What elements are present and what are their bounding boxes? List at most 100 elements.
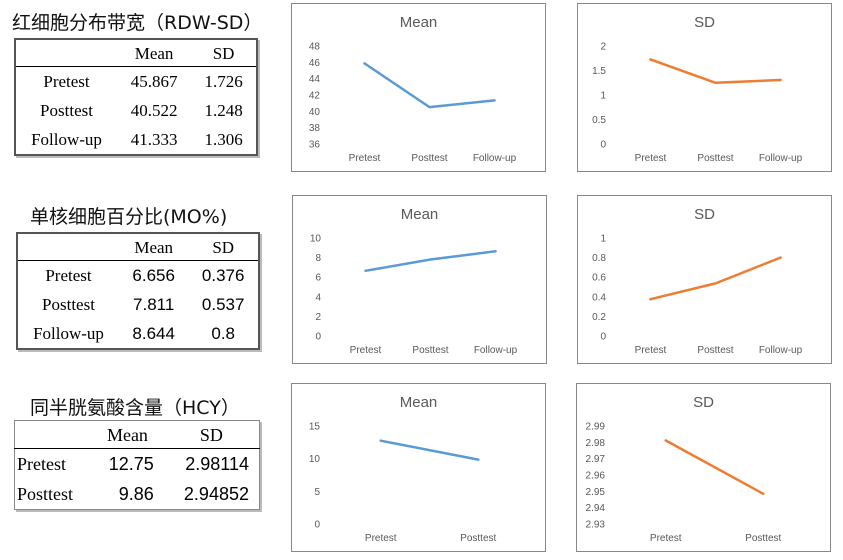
mean-value: 8.644 [132,324,175,343]
table-header-cell: Mean [117,39,192,67]
sd-value: 2.98114 [185,454,249,474]
chart-svg: SD 2.93 2.94 2.95 2.96 2.97 2.98 2.99 Pretest Pos… [586,394,782,544]
x-tick-label: Pretest [650,533,682,544]
series-line [649,58,782,85]
table-header-cell: SD [163,420,260,449]
table-row: Follow-up 8.644 0.8 [17,319,259,349]
y-tick-label: 0 [600,140,606,151]
chart-svg: Mean 36 38 40 42 44 46 48 Pretest Posttest Follow-… [309,14,517,164]
x-tick-label: Posttest [460,533,496,544]
data-point [664,439,667,442]
table-header-row: Mean SD [17,233,259,261]
sd-value: 0.537 [201,295,245,314]
mean-value: 6.656 [132,266,175,285]
y-tick-label: 40 [309,107,321,118]
mean-value: 40.522 [130,101,178,120]
table-header-cell [17,233,119,261]
data-point [779,256,782,259]
series-line [664,439,765,496]
table-row: Follow-up 41.333 1.306 [15,125,257,155]
x-tick-label: Follow-up [759,345,803,356]
y-tick-label: 1 [600,234,606,245]
data-point [494,250,497,253]
row-label: Posttest [40,101,93,120]
x-tick-label: Pretest [349,153,381,164]
mean-value: 45.867 [130,72,178,91]
table-header-cell: SD [188,233,259,261]
y-tick-label: 2.94 [586,503,606,514]
table-header-row: Mean SD [14,420,260,449]
y-tick-label: 44 [309,74,321,85]
y-tick-label: 10 [310,234,322,245]
chart-title: SD [693,394,714,411]
chart-title: Mean [401,206,439,223]
x-tick-label: Pretest [365,533,397,544]
x-tick-label: Follow-up [759,153,803,164]
y-tick-label: 2.99 [586,422,606,433]
data-point [363,62,366,65]
chart-title: SD [694,206,715,223]
mo-mean-chart: Mean 0 2 4 6 8 10 Pretest Posttest Follow-up [292,195,547,364]
mean-value: 9.86 [118,484,154,504]
table-header-cell: Mean [118,233,189,261]
row-label: Pretest [17,454,66,474]
data-point [649,297,652,301]
y-tick-label: 2.93 [586,520,606,531]
sd-value: 2.94852 [183,484,249,504]
x-tick-label: Follow-up [473,153,517,164]
row-label: Posttest [17,484,74,504]
mo-sd-chart: SD 0 0.2 0.4 0.6 0.8 1 Pretest Posttest Follow-up [577,195,832,364]
data-point [477,458,480,461]
sd-value: 1.306 [204,130,243,149]
y-tick-label: 0.2 [592,312,606,323]
y-tick-label: 5 [314,487,320,498]
rdw-sd-chart: SD 0 0.5 1 1.5 2 Pretest Posttest Follow-up [577,3,832,172]
mean-value: 41.333 [130,130,178,149]
y-tick-label: 1.5 [592,66,606,77]
hcy-table: Mean SD Pretest 12.75 2.98114 Posttest 9… [14,420,260,510]
x-tick-label: Posttest [412,345,448,356]
y-tick-label: 10 [309,454,321,465]
table-row: Pretest 12.75 2.98114 [15,449,260,480]
y-tick-label: 48 [309,42,321,53]
table-row: Posttest 7.811 0.537 [17,290,259,319]
mo-percent-heading: 单核细胞百分比(MO%) [30,206,228,228]
y-tick-label: 0.4 [592,292,606,303]
table-row: Pretest 45.867 1.726 [15,67,257,97]
table-row: Posttest 40.522 1.248 [15,96,257,125]
table-header-cell [15,39,118,67]
hcy-mean-chart: Mean 0 5 10 15 Pretest Posttest [291,383,546,552]
y-tick-label: 0 [314,520,320,531]
chart-title: Mean [400,14,438,31]
hcy-heading: 同半胱氨酸含量（HCY） [30,397,240,419]
y-tick-label: 0.5 [592,115,606,126]
y-tick-label: 6 [315,273,321,284]
y-tick-label: 0.6 [592,273,606,284]
table-header-cell: Mean [91,420,164,449]
x-tick-label: Posttest [745,533,781,544]
series-line [649,256,782,301]
y-tick-label: 38 [309,123,321,134]
chart-svg: SD 0 0.2 0.4 0.6 0.8 1 Pretest Posttest Follow-up [592,206,803,356]
sd-value: 0.376 [201,266,245,285]
series-line [363,62,496,109]
row-label: Pretest [43,72,90,91]
table-header-cell: SD [191,39,257,67]
data-point [493,99,496,102]
row-label: Posttest [42,295,95,314]
y-tick-label: 2 [315,312,321,323]
data-point [379,439,382,442]
chart-title: SD [694,14,715,31]
data-point [714,81,717,85]
table-header-row: Mean SD [15,39,257,67]
y-tick-label: 2.96 [586,471,606,482]
table-row: Posttest 9.86 2.94852 [15,479,260,510]
y-tick-label: 8 [315,253,321,264]
y-tick-label: 2.97 [586,454,606,465]
y-tick-label: 1 [600,91,606,102]
series-line [364,250,497,273]
data-point [779,78,782,82]
table-row: Pretest 6.656 0.376 [17,261,259,291]
chart-title: Mean [400,394,438,411]
y-tick-label: 0 [315,332,321,343]
